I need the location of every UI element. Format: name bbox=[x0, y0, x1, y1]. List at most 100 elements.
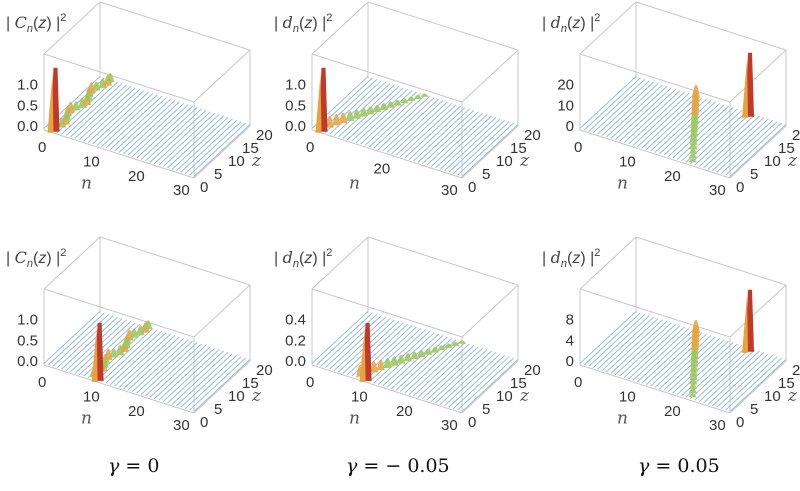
surface-peak bbox=[136, 325, 145, 336]
surface-peak bbox=[379, 102, 388, 110]
mesh-line bbox=[597, 316, 654, 370]
mesh-line bbox=[176, 353, 233, 407]
mesh-line bbox=[145, 108, 202, 162]
box-edge bbox=[729, 125, 787, 179]
n-tick-label: 0 bbox=[38, 139, 46, 156]
mesh-line bbox=[641, 95, 699, 149]
mesh-line bbox=[729, 124, 787, 177]
surface-peak bbox=[352, 109, 361, 119]
n-axis-label: n bbox=[349, 173, 360, 193]
box-frame bbox=[311, 1, 519, 179]
surface-peak bbox=[332, 114, 341, 126]
mesh-line bbox=[421, 111, 479, 165]
y-tick-label: 0.4 bbox=[285, 311, 306, 328]
title-power: 2 bbox=[60, 247, 66, 259]
mesh-line bbox=[193, 359, 251, 412]
n-axis-label: n bbox=[617, 408, 628, 428]
main-peak-shade bbox=[359, 328, 366, 382]
surface-peak bbox=[451, 341, 460, 346]
z-tick-label: 20 bbox=[524, 127, 541, 144]
mesh-line bbox=[61, 81, 118, 135]
mesh-line bbox=[167, 115, 224, 169]
mesh-line bbox=[338, 84, 395, 138]
mesh-line bbox=[162, 114, 220, 167]
box-edge bbox=[729, 49, 787, 103]
title-close: ) | bbox=[312, 15, 326, 32]
y-tick-label: 0.2 bbox=[285, 332, 306, 349]
mesh-line bbox=[333, 318, 391, 371]
surface-peak bbox=[72, 101, 81, 111]
surface-peak bbox=[393, 99, 402, 106]
box-frame bbox=[579, 1, 787, 179]
z-tick-label: 10 bbox=[764, 388, 781, 405]
surface-peak bbox=[325, 115, 334, 128]
gamma-label-2: γ = − 0.05 bbox=[346, 455, 450, 477]
mesh-line bbox=[43, 311, 101, 364]
mesh-line bbox=[676, 107, 734, 160]
mesh-line bbox=[592, 315, 650, 369]
surface-peak bbox=[397, 354, 406, 364]
z-tick-label: 15 bbox=[510, 140, 527, 157]
z-axis-label: z bbox=[787, 386, 798, 406]
mesh-line bbox=[588, 313, 646, 367]
mesh-line bbox=[176, 118, 233, 172]
mesh-line bbox=[584, 312, 641, 366]
y-tick-label: 0.5 bbox=[285, 97, 306, 114]
n-tick-label: 20 bbox=[374, 161, 391, 178]
mesh-line bbox=[461, 359, 519, 412]
y-tick-label: 0 bbox=[566, 353, 574, 370]
mesh-line bbox=[592, 80, 650, 134]
box-edge bbox=[367, 236, 519, 286]
surface-mesh bbox=[579, 76, 787, 177]
mesh-line bbox=[628, 91, 685, 145]
surface-peak bbox=[386, 101, 395, 108]
surface-peak bbox=[130, 328, 139, 338]
mesh-line bbox=[324, 315, 382, 369]
box-edge bbox=[311, 236, 369, 290]
surface-peak bbox=[109, 348, 118, 358]
mesh-line bbox=[659, 336, 716, 390]
title-power: 2 bbox=[594, 12, 600, 24]
mesh-line bbox=[457, 122, 514, 176]
y-tick-label: 0.5 bbox=[17, 332, 38, 349]
main-peak-shade bbox=[91, 328, 98, 382]
mesh-line bbox=[689, 111, 747, 165]
surface-peak bbox=[144, 320, 153, 330]
n-tick-label: 20 bbox=[128, 403, 145, 420]
mesh-line bbox=[448, 354, 506, 408]
mesh-line bbox=[444, 353, 501, 407]
mesh-line bbox=[65, 318, 123, 371]
mesh-line bbox=[716, 119, 774, 173]
panel-title: | dn(z) |2 bbox=[542, 247, 600, 270]
box-edge bbox=[579, 129, 731, 179]
mesh-line bbox=[632, 328, 690, 381]
mesh-line bbox=[676, 342, 734, 395]
mesh-line bbox=[641, 330, 699, 384]
mesh-line bbox=[399, 339, 457, 393]
n-axis-ticks: 0 10 20 30 bbox=[38, 139, 190, 199]
box-edge bbox=[579, 288, 731, 338]
mesh-line bbox=[689, 346, 747, 400]
mesh-line bbox=[399, 104, 457, 158]
mesh-line bbox=[158, 112, 216, 166]
main-peak-shade bbox=[742, 295, 749, 353]
mesh-line bbox=[725, 357, 782, 411]
mesh-line bbox=[430, 349, 488, 402]
mesh-line bbox=[140, 342, 198, 395]
mesh-line bbox=[404, 340, 461, 394]
mesh-line bbox=[610, 321, 668, 374]
mesh-line bbox=[369, 94, 426, 148]
surface-peaks bbox=[356, 322, 467, 382]
mesh-line bbox=[654, 335, 712, 388]
title-z: z bbox=[303, 15, 312, 32]
mesh-line bbox=[614, 322, 672, 376]
mesh-line bbox=[184, 356, 242, 409]
title-arg: ( bbox=[33, 250, 39, 267]
y-axis-ticks: 0 4 8 bbox=[566, 311, 574, 370]
title-close: ) | bbox=[580, 15, 594, 32]
surface-peaks bbox=[688, 289, 755, 398]
box-edge bbox=[99, 236, 251, 286]
title-subscript: n bbox=[27, 258, 33, 270]
